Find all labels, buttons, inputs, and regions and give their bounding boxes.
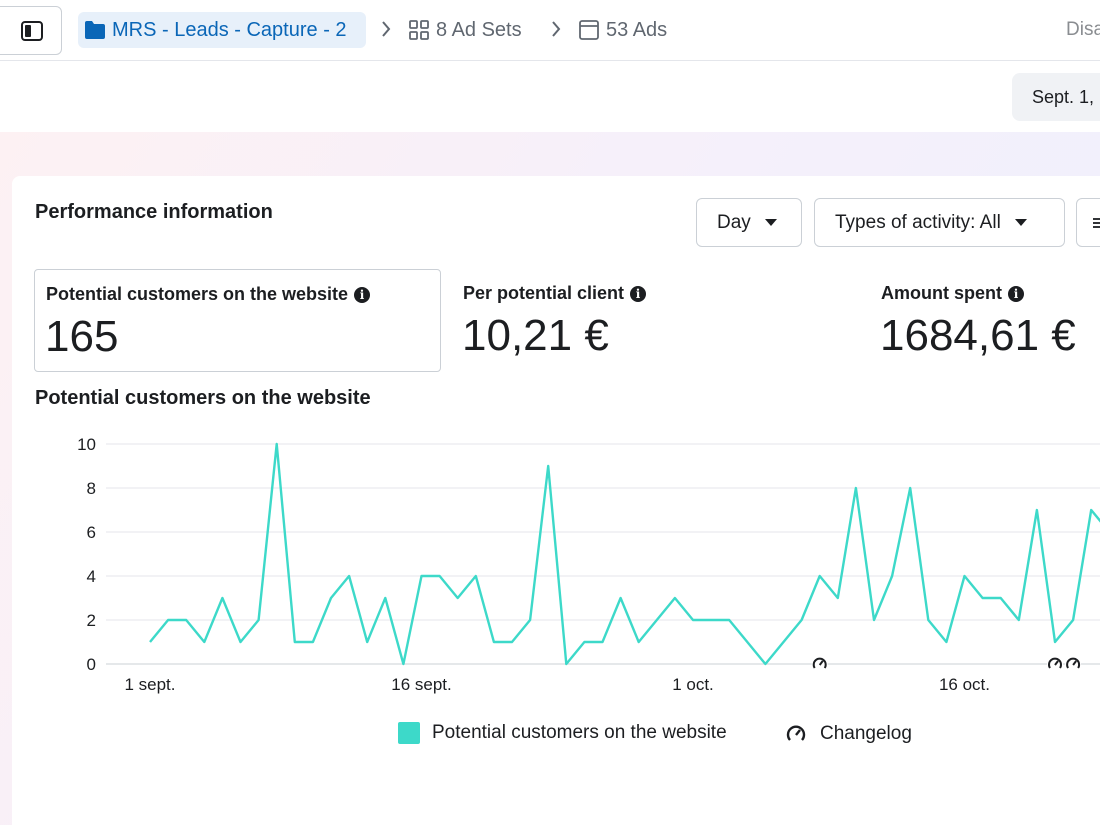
folder-icon [85,21,105,39]
date-range-button[interactable]: Sept. 1, [1012,73,1100,121]
activity-type-dropdown[interactable]: Types of activity: All [814,198,1065,247]
info-icon[interactable]: i [354,286,371,303]
metric-card-potential-customers[interactable]: Potential customers on the website i 165 [34,269,441,372]
x-tick-label: 16 oct. [939,675,990,694]
metric-label: Potential customers on the website i [46,284,371,305]
breadcrumb-ads[interactable]: 53 Ads [578,12,667,48]
metric-card-per-client[interactable]: Per potential client i 10,21 € [452,269,852,372]
metric-value: 10,21 € [462,311,609,360]
x-tick-label: 1 sept. [124,675,175,694]
ad-frame-icon [579,20,599,40]
chevron-right-icon [380,19,392,44]
legend-series-label: Potential customers on the website [432,722,727,743]
activity-type-label: Types of activity: All [835,211,1001,233]
sidebar-toggle-icon [21,20,43,41]
metric-label: Amount spent i [881,283,1024,304]
top-navigation-bar: MRS - Leads - Capture - 2 8 Ad Sets 53 A… [0,0,1100,61]
legend-item-series[interactable]: Potential customers on the website [398,722,727,744]
changelog-icon [786,725,806,741]
legend-item-changelog[interactable]: Changelog [784,722,912,746]
info-icon[interactable]: i [1008,285,1024,302]
y-tick-label: 0 [87,655,96,674]
caret-down-icon [1014,219,1027,226]
columns-icon [1093,217,1100,228]
breadcrumb-ads-label: 53 Ads [606,18,668,41]
changelog-marker-icon[interactable] [1047,656,1063,672]
breadcrumb-campaign-label: MRS - Leads - Capture - 2 [112,18,347,41]
info-icon[interactable]: i [630,285,647,302]
status-label: Disa [1066,19,1100,40]
metric-value: 1684,61 € [880,311,1076,360]
chevron-right-icon [550,19,562,44]
y-tick-label: 4 [87,567,96,586]
y-tick-label: 10 [77,435,96,454]
metric-label-text: Amount spent [881,283,1002,303]
sidebar-toggle-button[interactable] [0,6,62,55]
line-chart: 0 2 4 6 8 10 1 sept. 16 sept. 1 oct. 16 oct. [77,435,1100,694]
chart-title: Potential customers on the website [35,387,371,409]
performance-card [12,176,1100,825]
legend-changelog-label: Changelog [820,723,912,744]
y-tick-label: 8 [87,479,96,498]
y-tick-label: 6 [87,523,96,542]
metric-label: Per potential client i [463,283,647,304]
breadcrumb-adsets[interactable]: 8 Ad Sets [408,12,522,48]
changelog-marker-icon[interactable] [811,656,828,672]
performance-title: Performance information [35,201,273,223]
y-tick-label: 2 [87,611,96,630]
day-dropdown[interactable]: Day [696,198,802,247]
x-tick-label: 16 sept. [391,675,452,694]
x-tick-label: 1 oct. [672,675,714,694]
legend-swatch [398,722,420,744]
metric-label-text: Potential customers on the website [46,284,349,304]
day-dropdown-label: Day [717,211,751,233]
breadcrumb-adsets-label: 8 Ad Sets [436,18,522,41]
caret-down-icon [764,219,777,226]
metric-card-amount-spent[interactable]: Amount spent i 1684,61 € [870,269,1100,372]
metric-label-text: Per potential client [463,283,625,303]
columns-button[interactable] [1076,198,1100,247]
metric-value: 165 [45,312,119,361]
changelog-marker-icon[interactable] [1065,656,1082,672]
breadcrumb-campaign[interactable]: MRS - Leads - Capture - 2 [78,12,366,48]
series-line [149,442,1100,666]
date-range-label: Sept. 1, [1032,86,1095,107]
grid-icon [409,20,429,40]
